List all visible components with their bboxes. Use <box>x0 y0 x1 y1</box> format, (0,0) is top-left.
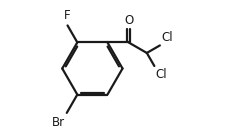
Text: Cl: Cl <box>161 31 173 44</box>
Text: O: O <box>124 14 133 27</box>
Text: Cl: Cl <box>156 68 168 81</box>
Text: Br: Br <box>52 116 65 129</box>
Text: F: F <box>64 9 71 22</box>
